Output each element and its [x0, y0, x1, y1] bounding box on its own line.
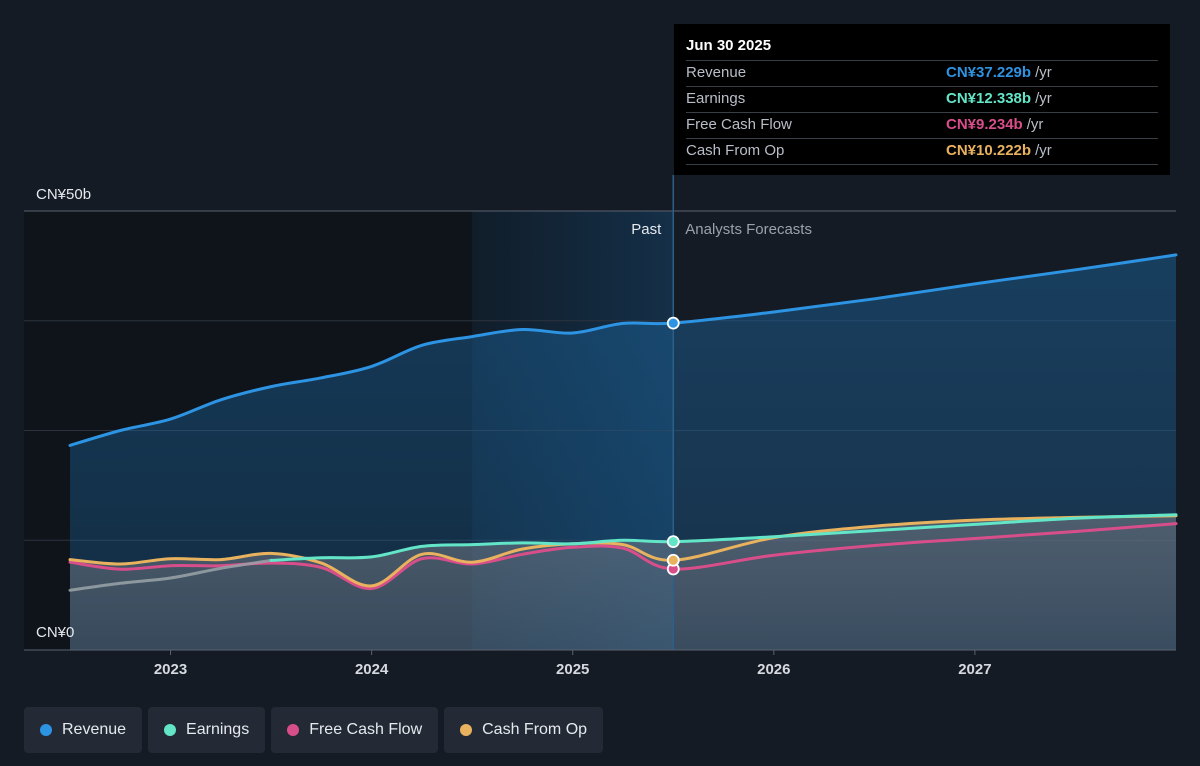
tooltip-label: Revenue — [686, 64, 747, 81]
free-cash-flow-line — [68, 522, 1178, 591]
tooltip-value: CN¥10.222b — [946, 142, 1032, 159]
revenue-marker — [666, 316, 680, 330]
x-tick-label: 2024 — [355, 661, 389, 678]
x-tick-label: 2027 — [958, 661, 991, 678]
tooltip-label: Free Cash Flow — [686, 116, 792, 133]
earnings-line-early — [68, 558, 273, 592]
tooltip-row-earnings: Earnings CN¥12.338b /yr — [686, 86, 1158, 112]
revenue-line — [68, 253, 1178, 447]
revenue-dot-icon — [40, 724, 52, 736]
past-label: Past — [631, 221, 662, 238]
tooltip-unit: /yr — [1035, 64, 1052, 81]
tooltip-unit: /yr — [1035, 90, 1052, 107]
y-tick-label-bottom: CN¥0 — [36, 624, 74, 641]
cash-from-op-marker — [666, 553, 680, 567]
legend-item-free-cash-flow[interactable]: Free Cash Flow — [271, 707, 439, 753]
tooltip-label: Cash From Op — [686, 142, 785, 159]
earnings-dot-icon — [164, 724, 177, 736]
earnings-marker — [666, 535, 680, 549]
legend-label: Cash From Op — [482, 721, 588, 738]
tooltip-value: CN¥37.229b — [946, 64, 1032, 81]
legend-label: Free Cash Flow — [309, 721, 423, 738]
x-tick-label: 2023 — [154, 661, 187, 678]
y-tick-label-top: CN¥50b — [36, 186, 91, 203]
tooltip-value: CN¥12.338b — [946, 90, 1032, 107]
free-cash-flow-dot-icon — [287, 724, 300, 736]
cash-from-op-line — [68, 514, 1178, 588]
tooltip-row-free-cash-flow: Free Cash Flow CN¥9.234b /yr — [686, 112, 1158, 138]
forecast-label: Analysts Forecasts — [685, 221, 812, 238]
legend-label: Earnings — [186, 721, 250, 738]
lower-series-area — [70, 514, 1176, 650]
legend-item-revenue[interactable]: Revenue — [24, 707, 143, 753]
tooltip-row-cash-from-op: Cash From Op CN¥10.222b /yr — [686, 138, 1158, 165]
legend-item-cash-from-op[interactable]: Cash From Op — [444, 707, 604, 753]
x-tick-label: 2025 — [556, 661, 589, 678]
tooltip-panel: Jun 30 2025 Revenue CN¥37.229b /yr Earni… — [674, 24, 1170, 175]
tooltip-row-revenue: Revenue CN¥37.229b /yr — [686, 60, 1158, 86]
cash-from-op-dot-icon — [460, 724, 473, 736]
legend: Revenue Earnings Free Cash Flow Cash Fro… — [24, 707, 604, 753]
x-tick-label: 2026 — [757, 661, 790, 678]
tooltip-label: Earnings — [686, 90, 746, 107]
tooltip-unit: /yr — [1026, 116, 1044, 133]
earnings-line — [269, 513, 1178, 562]
tooltip-date: Jun 30 2025 — [686, 37, 772, 54]
tooltip-unit: /yr — [1035, 142, 1052, 159]
legend-item-earnings[interactable]: Earnings — [148, 707, 266, 753]
legend-label: Revenue — [62, 721, 127, 738]
tooltip-value: CN¥9.234b — [946, 116, 1023, 133]
